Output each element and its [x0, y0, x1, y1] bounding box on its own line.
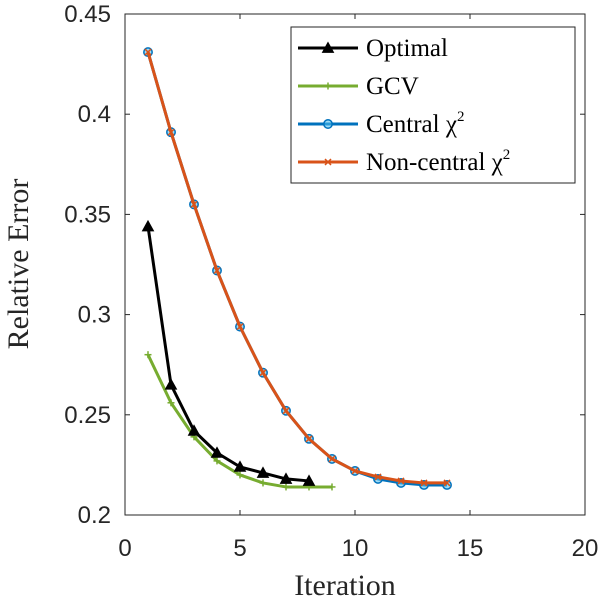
x-axis-title: Iteration	[294, 569, 396, 602]
legend-marker-optimal	[321, 41, 335, 53]
data-point-non-central-chi2-9	[328, 455, 336, 463]
legend-label-gcv: GCV	[366, 73, 419, 100]
legend-item-central-chi2: Central χ2	[298, 109, 464, 138]
x-tick-label: 10	[342, 535, 369, 562]
data-point-gcv-6	[259, 479, 267, 487]
legend-item-gcv: GCV	[298, 73, 419, 100]
data-point-non-central-chi2-8	[305, 435, 313, 443]
data-point-optimal-5	[233, 460, 247, 472]
data-point-non-central-chi2-14	[443, 479, 451, 487]
data-point-non-central-chi2-2	[167, 128, 175, 136]
legend-superscript: 2	[503, 147, 511, 163]
series-line-optimal	[146, 226, 310, 483]
data-point-optimal-7	[279, 472, 293, 484]
legend-marker-central-chi2	[323, 119, 333, 129]
x-tick-label: 5	[233, 535, 246, 562]
data-point-non-central-chi2-11	[374, 473, 382, 481]
data-point-optimal-4	[210, 446, 224, 458]
series-layer	[141, 47, 452, 491]
data-point-optimal-8	[302, 474, 316, 486]
data-point-gcv-9	[328, 483, 336, 491]
legend-label-non-central-chi2: Non-central χ2	[366, 147, 510, 176]
y-axis-title: Relative Error	[2, 179, 35, 350]
data-point-optimal-6	[256, 466, 270, 478]
data-point-optimal-3	[187, 424, 201, 436]
data-point-gcv-5	[236, 471, 244, 479]
legend-superscript: 2	[457, 109, 465, 125]
data-point-optimal-2	[164, 378, 178, 390]
series-line-non-central-chi2	[146, 51, 447, 485]
legend-label-central-chi2: Central χ2	[366, 109, 464, 138]
data-point-optimal-1	[141, 219, 155, 232]
y-tick-label: 0.4	[78, 101, 111, 128]
data-point-non-central-chi2-13	[420, 479, 428, 487]
data-point-gcv-2	[167, 399, 175, 407]
y-tick-label: 0.25	[64, 402, 111, 429]
data-point-non-central-chi2-7	[282, 407, 290, 415]
data-point-gcv-4	[213, 457, 221, 465]
legend-item-non-central-chi2: Non-central χ2	[298, 147, 510, 176]
legend: Optimal GCV Central χ2 Non-central χ2	[290, 26, 576, 184]
series-gcv	[144, 351, 336, 491]
y-tick-label: 0.2	[78, 502, 111, 529]
ticks-layer: 0 5 10 15 20 0.2 0.25 0.3 0.35 0.4 0.45	[64, 1, 598, 562]
y-tick-label: 0.3	[78, 302, 111, 329]
series-optimal	[141, 219, 316, 486]
x-tick-label: 15	[457, 535, 484, 562]
data-point-non-central-chi2-1	[144, 48, 152, 56]
x-tick-label: 20	[572, 535, 599, 562]
data-point-non-central-chi2-3	[190, 200, 198, 208]
y-tick-label: 0.45	[64, 1, 111, 28]
legend-label-optimal: Optimal	[366, 35, 448, 62]
legend-box	[290, 26, 576, 184]
data-point-non-central-chi2-6	[259, 369, 267, 377]
legend-item-optimal: Optimal	[298, 35, 448, 62]
x-tick-label: 0	[118, 535, 131, 562]
series-non-central-chi2	[144, 48, 451, 487]
y-tick-label: 0.35	[64, 201, 111, 228]
data-point-gcv-1	[144, 351, 152, 359]
legend-marker-non-central-chi2	[324, 158, 332, 166]
data-point-non-central-chi2-12	[397, 477, 405, 485]
data-point-non-central-chi2-10	[351, 467, 359, 475]
legend-marker-gcv	[324, 82, 332, 90]
data-point-gcv-7	[282, 483, 290, 491]
data-point-non-central-chi2-4	[213, 266, 221, 275]
data-point-non-central-chi2-5	[236, 323, 244, 331]
